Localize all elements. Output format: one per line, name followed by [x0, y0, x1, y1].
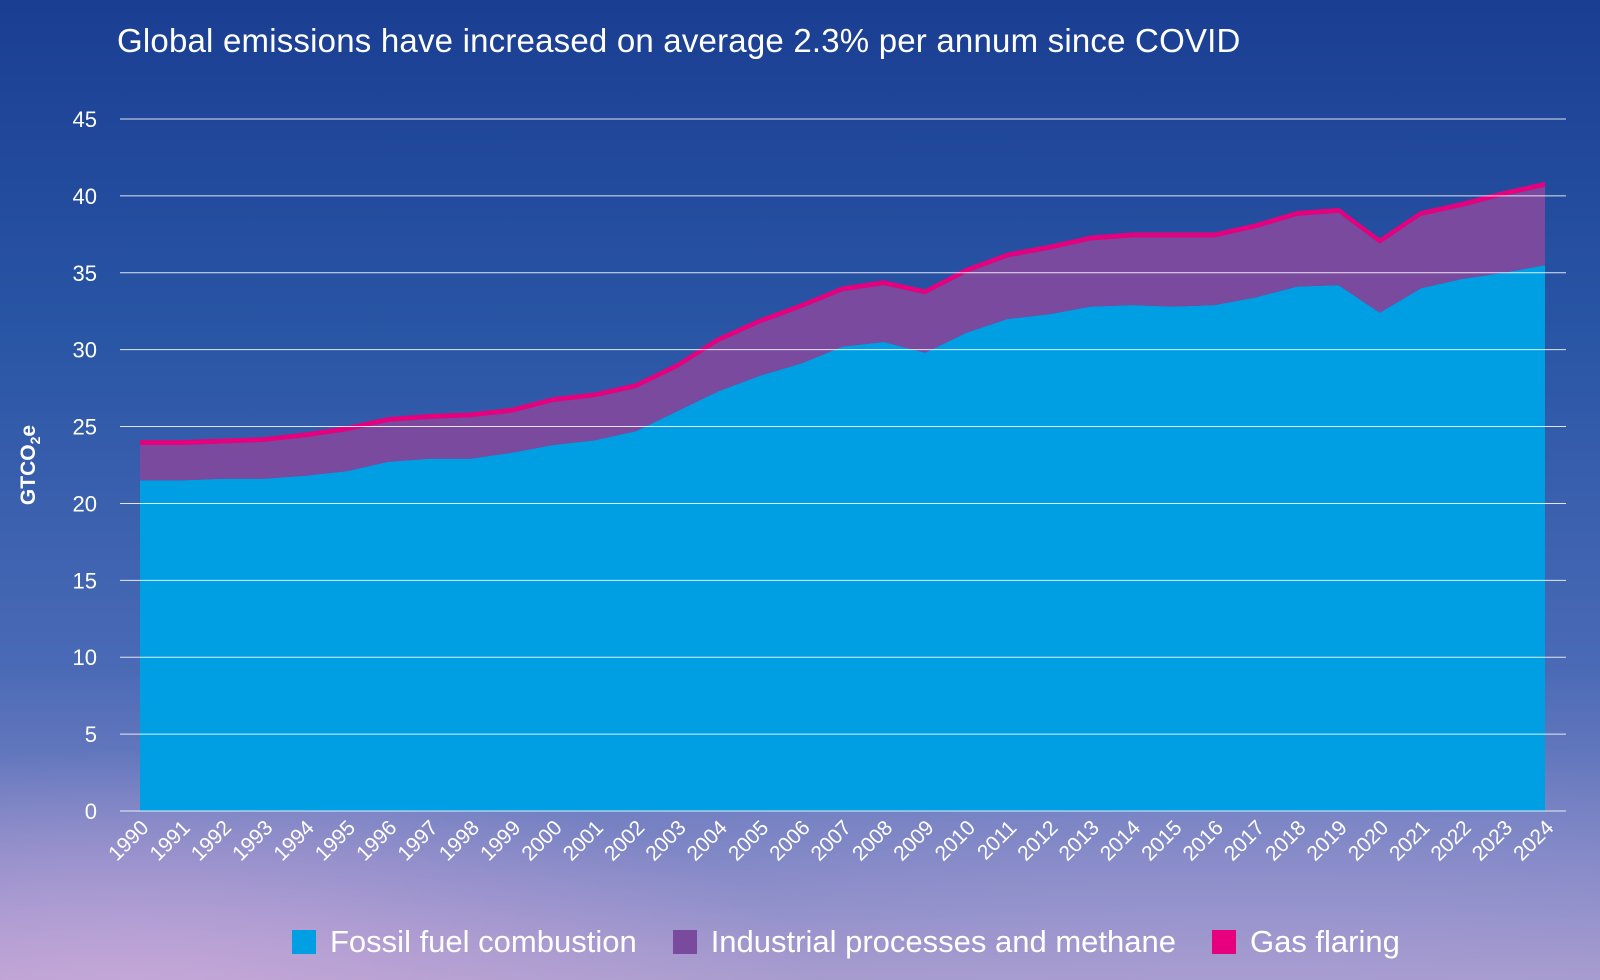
x-tick-label-2008: 2008 [848, 816, 897, 865]
x-tick-label-2022: 2022 [1427, 816, 1476, 865]
legend-item-fossil: Fossil fuel combustion [292, 924, 637, 960]
legend-item-industrial: Industrial processes and methane [672, 924, 1176, 960]
chart-title: Global emissions have increased on avera… [117, 22, 1241, 59]
legend-item-flaring: Gas flaring [1211, 924, 1400, 960]
x-tick-label-2017: 2017 [1220, 816, 1269, 865]
y-tick-label-10: 10 [73, 645, 97, 670]
x-tick-label-1997: 1997 [393, 816, 442, 865]
x-tick-label-2009: 2009 [889, 816, 938, 865]
area-industrial-processes-and-methane [140, 186, 1545, 481]
y-tick-label-5: 5 [85, 722, 97, 747]
x-tick-label-1992: 1992 [187, 816, 236, 865]
x-tick-label-2016: 2016 [1179, 816, 1228, 865]
legend-label-flaring: Gas flaring [1249, 924, 1400, 959]
x-tick-label-2014: 2014 [1096, 816, 1146, 866]
y-tick-label-25: 25 [73, 415, 97, 440]
legend-swatch-flaring [1211, 930, 1236, 954]
chart-legend: Fossil fuel combustion Industrial proces… [292, 924, 1436, 960]
x-tick-label-2013: 2013 [1055, 816, 1104, 865]
x-tick-label-2015: 2015 [1137, 816, 1186, 865]
x-tick-label-2002: 2002 [600, 816, 649, 865]
x-tick-label-2023: 2023 [1468, 816, 1517, 865]
y-tick-label-15: 15 [73, 568, 97, 593]
y-tick-label-0: 0 [85, 799, 97, 824]
x-tick-label-2005: 2005 [724, 816, 773, 865]
x-tick-label-2018: 2018 [1261, 816, 1310, 865]
x-tick-label-2012: 2012 [1013, 816, 1062, 865]
y-tick-label-20: 20 [73, 491, 97, 516]
x-tick-label-1994: 1994 [269, 816, 319, 866]
x-tick-label-1995: 1995 [311, 816, 360, 865]
x-tick-label-2019: 2019 [1303, 816, 1352, 865]
area-fossil-fuel-combustion [140, 265, 1545, 812]
x-tick-label-1996: 1996 [352, 816, 401, 865]
x-tick-label-2011: 2011 [973, 816, 1021, 864]
legend-label-fossil: Fossil fuel combustion [330, 924, 637, 959]
x-tick-label-2007: 2007 [807, 816, 856, 865]
x-tick-label-2021: 2021 [1385, 816, 1434, 865]
legend-swatch-fossil [292, 930, 316, 954]
x-tick-label-2004: 2004 [683, 816, 733, 866]
x-tick-label-2020: 2020 [1344, 816, 1393, 865]
legend-swatch-industrial [672, 930, 697, 954]
x-tick-label-2000: 2000 [517, 816, 566, 865]
y-tick-label-30: 30 [73, 338, 97, 363]
x-tick-label-2003: 2003 [641, 816, 690, 865]
y-tick-label-45: 45 [73, 107, 97, 132]
x-tick-label-1991: 1991 [145, 816, 194, 865]
x-tick-label-2024: 2024 [1509, 816, 1559, 866]
y-tick-label-35: 35 [73, 261, 97, 286]
y-axis-label: GTCO2e [17, 425, 43, 505]
x-tick-label-1998: 1998 [435, 816, 484, 865]
x-tick-label-1990: 1990 [104, 816, 153, 865]
x-tick-label-1999: 1999 [476, 816, 525, 865]
x-tick-label-2006: 2006 [765, 816, 814, 865]
y-tick-label-40: 40 [73, 184, 97, 209]
x-tick-label-2010: 2010 [931, 816, 980, 865]
line-gas-flaring [140, 181, 1546, 444]
x-tick-label-1993: 1993 [228, 816, 277, 865]
legend-label-industrial: Industrial processes and methane [710, 924, 1176, 959]
x-tick-label-2001: 2001 [559, 816, 608, 865]
